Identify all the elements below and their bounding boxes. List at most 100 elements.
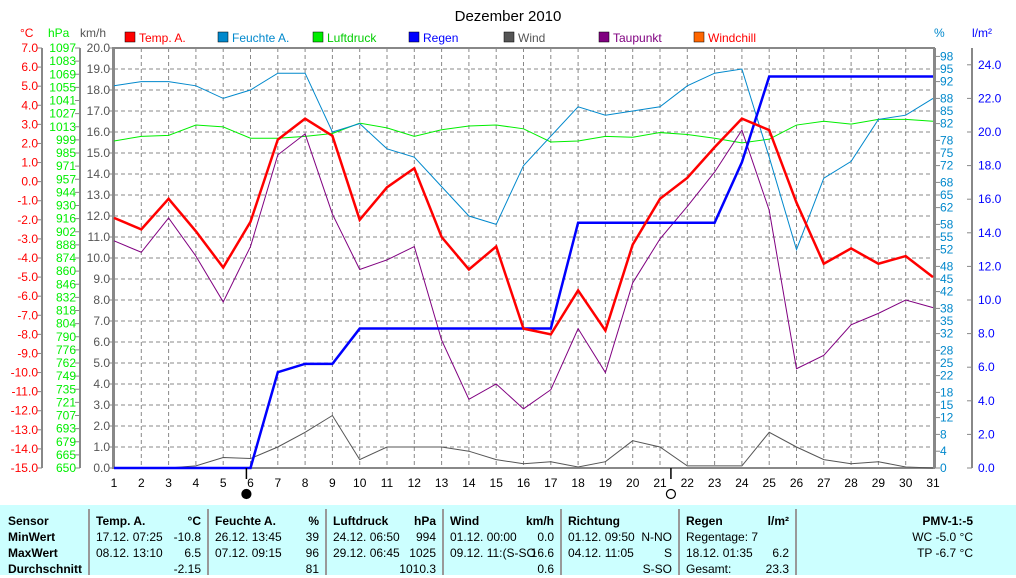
humidity-tick-label: 22 (940, 369, 954, 383)
x-tick-label: 10 (353, 476, 367, 490)
temp-tick-label: -11.0 (12, 385, 39, 399)
pressure-tick-label: 776 (56, 343, 76, 357)
pressure-tick-label: 860 (56, 264, 76, 278)
col-unit: km/h (526, 514, 554, 528)
wind-tick-label: 16.0 (87, 125, 111, 139)
col-header: Temp. A. (96, 514, 145, 528)
wind-tick-label: 7.0 (93, 314, 110, 328)
stat-value: 16.6 (531, 546, 554, 560)
stat-time: 18.12. 01:35 (686, 546, 753, 560)
wind-tick-label: 4.0 (93, 377, 110, 391)
pressure-tick-label: 804 (56, 317, 76, 331)
col-unit: % (308, 514, 319, 528)
wind-tick-label: 1.0 (93, 440, 110, 454)
temp-tick-label: 4.0 (21, 98, 38, 112)
wind-tick-label: 8.0 (93, 293, 110, 307)
temp-tick-label: -2.0 (17, 213, 38, 227)
legend-label: Wind (518, 31, 545, 45)
rain-tick-label: 14.0 (978, 226, 1002, 240)
legend-label: Regen (423, 31, 458, 45)
stat-value: 81 (306, 562, 319, 576)
pressure-tick-label: 930 (56, 199, 76, 213)
temp-tick-label: 7.0 (21, 41, 38, 55)
legend-swatch (218, 32, 228, 42)
pressure-tick-label: 650 (56, 461, 76, 475)
x-tick-label: 17 (544, 476, 558, 490)
row-label-max: MaxWert (8, 546, 58, 560)
x-tick-label: 7 (274, 476, 281, 490)
x-tick-label: 1 (111, 476, 118, 490)
pressure-tick-label: 971 (56, 159, 76, 173)
stat-value: 23.3 (766, 562, 789, 576)
pressure-tick-label: 1013 (49, 120, 76, 134)
x-tick-label: 25 (763, 476, 777, 490)
legend-swatch (504, 32, 514, 42)
stat-value: 6.5 (184, 546, 201, 560)
x-tick-label: 8 (302, 476, 309, 490)
humidity-tick-label: 72 (940, 159, 954, 173)
rain-tick-label: 10.0 (978, 293, 1002, 307)
pressure-axis-title: hPa (48, 26, 70, 40)
x-tick-label: 5 (220, 476, 227, 490)
temp-tick-label: 0.0 (21, 175, 38, 189)
stat-value: S (664, 546, 672, 560)
stat-value: -10.8 (174, 530, 201, 544)
pressure-tick-label: 944 (56, 185, 76, 199)
stat-time: 26.12. 13:45 (215, 530, 282, 544)
col-unit: l/m² (768, 514, 789, 528)
humidity-tick-label: 0 (940, 461, 947, 475)
x-tick-label: 26 (790, 476, 804, 490)
row-label-avg: Durchschnitt (8, 562, 82, 576)
stat-time: 17.12. 07:25 (96, 530, 163, 544)
col-unit: hPa (414, 514, 436, 528)
x-tick-label: 13 (435, 476, 449, 490)
rain-tick-label: 18.0 (978, 159, 1002, 173)
temp-tick-label: -4.0 (17, 251, 38, 265)
temp-tick-label: -10.0 (11, 366, 39, 380)
pressure-tick-label: 762 (56, 356, 76, 370)
x-tick-label: 31 (926, 476, 940, 490)
humidity-tick-label: 42 (940, 285, 954, 299)
wind-tick-label: 18.0 (87, 83, 111, 97)
humidity-tick-label: 82 (940, 117, 954, 131)
x-tick-label: 6 (247, 476, 254, 490)
stat-time: 07.12. 09:15 (215, 546, 282, 560)
humidity-tick-label: 52 (940, 243, 954, 257)
rain-tick-label: 6.0 (978, 360, 995, 374)
legend-swatch (313, 32, 323, 42)
temp-tick-label: -12.0 (11, 404, 39, 418)
pressure-tick-label: 985 (56, 146, 76, 160)
temp-tick-label: 2.0 (21, 136, 38, 150)
pressure-tick-label: 707 (56, 409, 76, 423)
x-tick-label: 3 (165, 476, 172, 490)
stat-value: 1010.3 (399, 562, 436, 576)
x-tick-label: 18 (571, 476, 585, 490)
legend-swatch (694, 32, 704, 42)
rain-tick-label: 2.0 (978, 427, 995, 441)
col-header: Richtung (568, 514, 620, 528)
x-tick-label: 14 (462, 476, 476, 490)
legend-label: Luftdruck (327, 31, 377, 45)
humidity-tick-label: 62 (940, 201, 954, 215)
pressure-tick-label: 721 (56, 395, 76, 409)
legend-label: Feuchte A. (232, 31, 289, 45)
stat-value: 96 (306, 546, 319, 560)
rain-tick-label: 16.0 (978, 192, 1002, 206)
stat-time: 24.12. 06:50 (333, 530, 400, 544)
temp-tick-label: 6.0 (21, 60, 38, 74)
wind-tick-label: 0.0 (93, 461, 110, 475)
chart-title: Dezember 2010 (455, 8, 562, 25)
x-tick-label: 29 (872, 476, 886, 490)
humidity-tick-label: 12 (940, 411, 954, 425)
stat-value: S-SO (643, 562, 672, 576)
rain-tick-label: 20.0 (978, 125, 1002, 139)
rain-tick-label: 22.0 (978, 91, 1002, 105)
legend-swatch (409, 32, 419, 42)
humidity-axis-title: % (934, 26, 945, 40)
wind-axis-title: km/h (80, 26, 106, 40)
wind-tick-label: 12.0 (87, 209, 111, 223)
pressure-tick-label: 818 (56, 304, 76, 318)
stat-time: 04.12. 11:05 (568, 546, 634, 560)
